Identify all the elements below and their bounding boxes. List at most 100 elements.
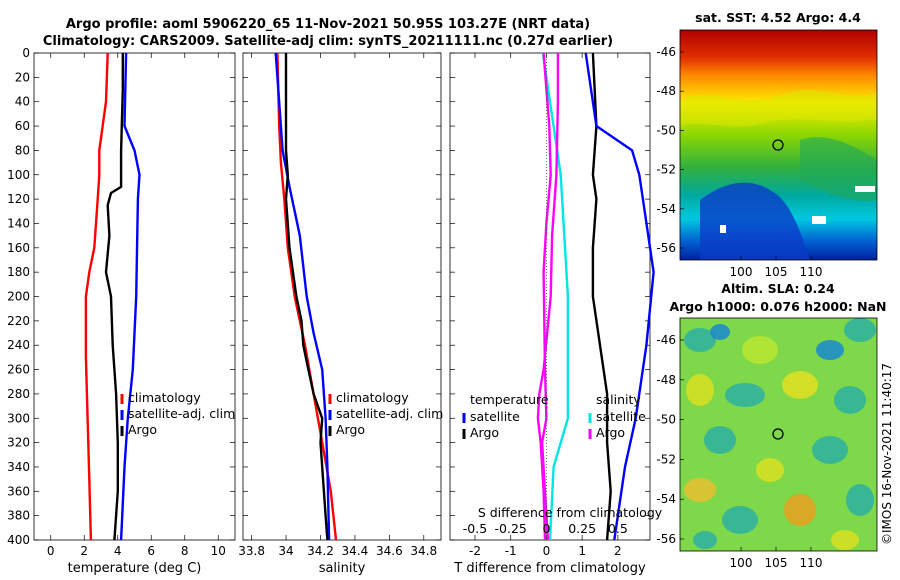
depth-tick-label: 60 [15,119,30,133]
salinity-panel: 33.8 34 34.2 34.4 34.6 34.8 salinity climatolog… [238,52,443,576]
sla-blob [704,426,736,454]
sla-blob [686,374,714,406]
map-ytick-label: -50 [656,123,676,137]
sla-blob [784,494,816,526]
depth-tick-label: 200 [7,290,30,304]
sal-xtick-label: 34.8 [410,544,437,558]
sal-series-climatology [276,52,338,541]
sst-green-patch [800,137,877,201]
sla-blobs [684,318,876,550]
temp-series-argo [104,53,125,541]
sal-legend-label: Argo [336,422,365,437]
map-xtick-label: 105 [765,265,788,279]
temperature-panel: 0 2 4 6 8 10 temperature (deg C) 0 20 40 60 80 100 12… [7,46,236,576]
sst-map-title: sat. SST: 4.52 Argo: 4.4 [695,10,861,25]
diff-xtick-top-label: -0.5 [463,521,487,536]
depth-tick-label: 140 [7,216,30,230]
map-ytick-label: -52 [656,163,676,177]
temp-legend-label: climatology [128,390,201,405]
map-ytick-label: -52 [656,452,676,466]
temp-legend-label: Argo [128,422,157,437]
sst-cold-tongue [700,182,810,260]
sla-blob [722,506,758,534]
diff-xtick-top-label: 0.5 [608,521,628,536]
temp-series-satellite-adj-clim [119,52,141,541]
sla-blob [816,340,844,360]
figure-title-line1: Argo profile: aoml 5906220_65 11-Nov-202… [66,17,590,32]
sla-map-title-line2: Argo h1000: 0.076 h2000: NaN [669,299,886,314]
map-ytick-label: -46 [656,333,676,347]
diff-xtick-label: -2 [469,544,481,558]
sla-map-frame [679,317,878,552]
sla-map-title-line1: Altim. SLA: 0.24 [721,281,835,296]
sst-cloud-gap [855,186,875,192]
depth-tick-label: 400 [7,533,30,547]
sla-axes: 100 105 110 -46 -48 -50 -52 -54 -56 [656,333,822,570]
temp-axes-frame [33,52,236,541]
sla-map: Altim. SLA: 0.24 Argo h1000: 0.076 h2000… [656,281,886,570]
diff-legend-title: temperature [470,392,549,407]
temp-xtick-label: 2 [80,544,88,558]
sst-map-frame [679,29,878,261]
depth-tick-label: 240 [7,338,30,352]
sst-axes: 100 105 110 -46 -48 -50 -52 -54 -56 [656,45,822,279]
sla-blob [834,386,866,414]
sal-xtick-label: 33.8 [238,544,265,558]
sst-warm-band [680,90,877,127]
map-xtick-label: 110 [800,556,823,570]
sal-legend-label: satellite-adj. clim [336,406,443,421]
diff-series-s-satellite [540,52,552,541]
depth-tick-label: 220 [7,314,30,328]
map-ytick-label: -54 [656,492,676,506]
map-ytick-label: -46 [656,45,676,59]
map-ytick-label: -48 [656,373,676,387]
map-ytick-label: -56 [656,241,676,255]
sla-blob [693,531,717,549]
copyright-text: ©IMOS 16-Nov-2021 11:40:17 [880,363,894,545]
difference-panel: -2 -1 0 1 2 T difference from climatology S di… [449,52,663,576]
sal-xlabel: salinity [319,561,366,576]
diff-series-t-argo [591,52,612,541]
diff-xlabel: T difference from climatology [453,561,646,576]
map-xtick-label: 105 [765,556,788,570]
depth-tick-label: 360 [7,484,30,498]
sal-xtick-label: 34.2 [307,544,334,558]
diff-legend-title: salinity [596,392,641,407]
sla-argo-location [772,428,784,440]
map-xtick-label: 100 [730,265,753,279]
depth-tick-label: 120 [7,192,30,206]
depth-tick-label: 0 [22,46,30,60]
depth-tick-label: 80 [15,143,30,157]
depth-tick-label: 160 [7,241,30,255]
sst-cloud-gap [812,216,826,224]
sal-xtick-label: 34 [278,544,293,558]
temp-xtick-label: 10 [211,544,226,558]
temp-xtick-label: 4 [114,544,122,558]
map-ytick-label: -50 [656,413,676,427]
sla-blob [782,371,818,399]
sla-blob [684,478,716,502]
sla-blob [844,318,876,342]
diff-xtick-top-label: 0.25 [568,521,596,536]
temp-xtick-label: 0 [47,544,55,558]
temp-xtick-label: 8 [181,544,189,558]
diff-series-s-argo [536,53,560,541]
diff-xtick-top-label: 0 [542,521,550,536]
depth-tick-label: 20 [15,70,30,84]
depth-tick-label: 320 [7,436,30,450]
depth-tick-label: 380 [7,509,30,523]
sla-blob [846,484,874,516]
diff-xtick-top-label: -0.25 [495,521,527,536]
figure-title-line2: Climatology: CARS2009. Satellite-adj cli… [43,34,613,49]
map-ytick-label: -54 [656,202,676,216]
depth-tick-label: 100 [7,168,30,182]
sla-blob [684,328,716,352]
diff-xtick-label: 1 [578,544,586,558]
sst-argo-location [772,139,784,151]
depth-tick-label: 180 [7,265,30,279]
sla-blob [812,436,848,464]
